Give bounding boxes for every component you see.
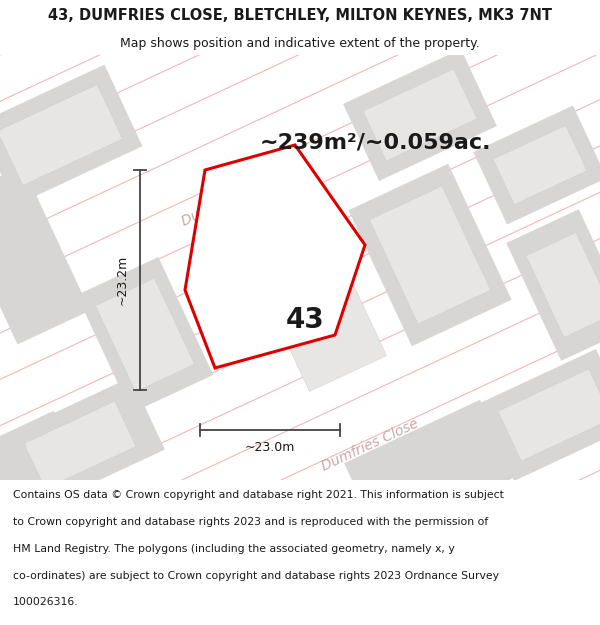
Polygon shape <box>363 69 477 161</box>
Text: Contains OS data © Crown copyright and database right 2021. This information is : Contains OS data © Crown copyright and d… <box>13 490 504 500</box>
Text: to Crown copyright and database rights 2023 and is reproduced with the permissio: to Crown copyright and database rights 2… <box>13 517 488 527</box>
Text: HM Land Registry. The polygons (including the associated geometry, namely x, y: HM Land Registry. The polygons (includin… <box>13 544 455 554</box>
Polygon shape <box>0 64 142 206</box>
Polygon shape <box>24 401 136 489</box>
Text: Dumfries Close: Dumfries Close <box>319 416 421 474</box>
Polygon shape <box>493 126 587 204</box>
Polygon shape <box>274 279 386 391</box>
Text: Dumfries Close: Dumfries Close <box>179 171 281 229</box>
Polygon shape <box>349 164 512 346</box>
Polygon shape <box>473 106 600 224</box>
Text: co-ordinates) are subject to Crown copyright and database rights 2023 Ordnance S: co-ordinates) are subject to Crown copyr… <box>13 571 499 581</box>
Text: 43: 43 <box>286 306 325 334</box>
Text: Map shows position and indicative extent of the property.: Map shows position and indicative extent… <box>120 38 480 51</box>
Text: 43, DUMFRIES CLOSE, BLETCHLEY, MILTON KEYNES, MK3 7NT: 43, DUMFRIES CLOSE, BLETCHLEY, MILTON KE… <box>48 8 552 23</box>
Polygon shape <box>344 400 516 540</box>
Text: ~23.2m: ~23.2m <box>115 255 128 305</box>
Polygon shape <box>526 232 600 338</box>
Text: ~23.0m: ~23.0m <box>245 441 295 454</box>
Text: 100026316.: 100026316. <box>13 598 79 608</box>
Polygon shape <box>0 377 165 513</box>
Polygon shape <box>185 145 365 368</box>
Polygon shape <box>0 411 79 499</box>
Polygon shape <box>498 369 600 461</box>
Polygon shape <box>95 278 194 392</box>
Polygon shape <box>77 257 213 413</box>
Polygon shape <box>506 209 600 361</box>
Polygon shape <box>0 84 122 186</box>
Polygon shape <box>0 166 90 344</box>
Polygon shape <box>478 349 600 481</box>
Text: ~239m²/~0.059ac.: ~239m²/~0.059ac. <box>260 133 491 153</box>
Polygon shape <box>370 186 491 324</box>
Polygon shape <box>343 49 497 181</box>
